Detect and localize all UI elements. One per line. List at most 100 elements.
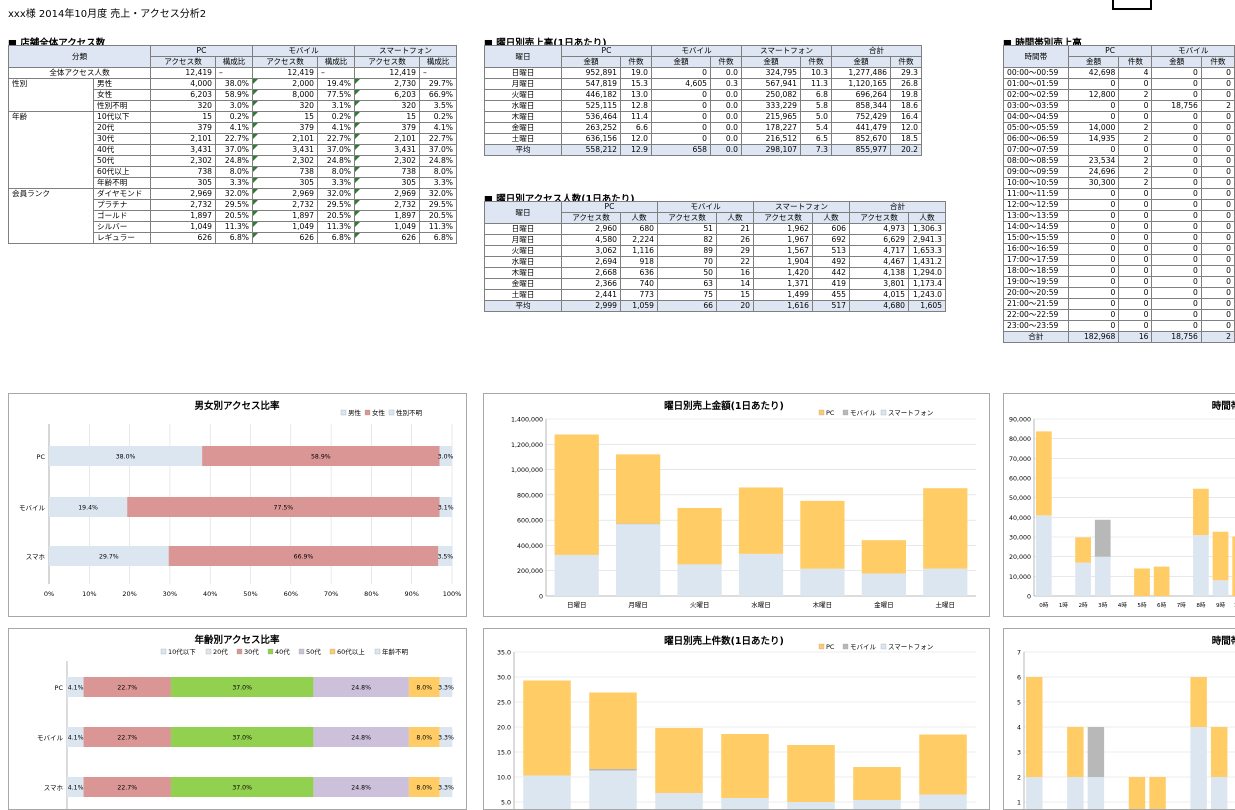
bar-segment bbox=[738, 487, 784, 554]
y-tick-label: 7 bbox=[1017, 650, 1021, 657]
table-cell: 0 bbox=[1200, 276, 1235, 288]
table-cell: 16 bbox=[716, 267, 754, 279]
bar-segment bbox=[67, 777, 84, 797]
x-category-label: 木曜日 bbox=[813, 600, 833, 609]
header-access: アクセス数 bbox=[252, 56, 318, 68]
table-cell: 0 bbox=[1151, 320, 1202, 332]
table-row: 性別 男性 4,000 38.0% 2,000 19.4% 2,730 29.7% bbox=[8, 78, 457, 112]
table-cell: 0.0 bbox=[710, 122, 742, 134]
table-cell: 1,173.4 bbox=[908, 278, 946, 290]
bar-segment bbox=[1210, 777, 1228, 809]
legend-label: 50代 bbox=[306, 647, 321, 656]
header-h_total: 合計 bbox=[831, 45, 922, 57]
bar-segment bbox=[1153, 566, 1170, 596]
table-row: 火曜日 446,182 13.0 0 0.0 250,082 6.8 696,264 19.8 bbox=[484, 89, 922, 101]
bar-segment bbox=[408, 777, 440, 797]
bar-segment bbox=[589, 692, 637, 769]
header-h_people: 人数 bbox=[620, 212, 658, 224]
time-label: 00:00～00:59 bbox=[1003, 67, 1069, 79]
table-cell: 0 bbox=[1151, 298, 1202, 310]
y-tick-label: 1,000,000 bbox=[511, 467, 543, 474]
header-pc: PC bbox=[1067, 45, 1153, 57]
table-cell: 3.0% bbox=[215, 100, 253, 112]
table-cell: 24.8% bbox=[419, 155, 457, 167]
table-cell: 320 bbox=[252, 100, 318, 112]
table-cell: 2,732 bbox=[354, 199, 420, 211]
table-cell: 1,967 bbox=[753, 234, 813, 246]
gender-chart-panel[interactable]: 男女別アクセス比率 男性 女性 性別不明 0% 10% 20% 30% 40% 50% 60% 70%… bbox=[8, 393, 467, 617]
bar-segment bbox=[1134, 568, 1150, 596]
header-h_amount: 金額 bbox=[651, 56, 711, 68]
table-cell: 1,567 bbox=[753, 245, 813, 257]
y-category-label: スマホ bbox=[44, 784, 64, 792]
table-cell: 12.0 bbox=[890, 122, 922, 134]
x-category-label: 6時 bbox=[1157, 601, 1167, 609]
table-cell: 0 bbox=[1200, 232, 1235, 244]
avg-cell: 855,977 bbox=[831, 144, 891, 156]
bar-segment bbox=[1075, 562, 1091, 596]
table-cell: 0 bbox=[1118, 221, 1153, 233]
bar-segment bbox=[738, 553, 784, 596]
header-h_access: アクセス数 bbox=[849, 212, 909, 224]
bar-segment bbox=[523, 775, 571, 809]
table-cell: 2,366 bbox=[561, 278, 621, 290]
bar-segment bbox=[439, 497, 452, 517]
data-label: 29.7% bbox=[99, 554, 119, 561]
data-label: 19.4% bbox=[78, 505, 98, 512]
y-tick-label: 200,000 bbox=[517, 568, 543, 575]
avg-cell: 0.0 bbox=[710, 144, 742, 156]
x-tick-label: 70% bbox=[324, 590, 338, 598]
table-cell: 18.5 bbox=[890, 133, 922, 145]
table-cell: 0 bbox=[1151, 199, 1202, 211]
bar-segment bbox=[1026, 677, 1043, 777]
table-cell: 0.2% bbox=[419, 111, 457, 123]
table-cell: 3.3% bbox=[317, 177, 355, 189]
table-row: 木曜日 2,668 636 50 16 1,420 442 4,138 1,294.0 bbox=[484, 267, 946, 279]
table-cell: 0.2% bbox=[317, 111, 355, 123]
time-label: 02:00～02:59 bbox=[1003, 89, 1069, 101]
table-cell: 0 bbox=[651, 111, 711, 123]
avg-cell: 558,212 bbox=[561, 144, 621, 156]
time-label: 04:00～04:59 bbox=[1003, 111, 1069, 123]
table-cell: 0 bbox=[1151, 254, 1202, 266]
table-cell: 1,277,486 bbox=[831, 67, 891, 79]
y-tick-label: 10,000 bbox=[1009, 574, 1031, 581]
table-cell: 320 bbox=[354, 100, 420, 112]
table-row: 03:00～03:59 0 0 18,756 2 bbox=[1003, 100, 1235, 112]
table-row: 土曜日 2,441 773 75 15 1,499 455 4,015 1,243.0 bbox=[484, 289, 946, 301]
y-tick-label: 5.0 bbox=[501, 800, 511, 807]
table-row: 月曜日 4,580 2,224 82 26 1,967 692 6,629 2,941.3 bbox=[484, 234, 946, 246]
table-cell: 29.5% bbox=[419, 199, 457, 211]
table-row: 12:00～12:59 0 0 0 0 bbox=[1003, 199, 1235, 211]
legend-swatch bbox=[329, 648, 336, 655]
table-cell: 0 bbox=[1151, 309, 1202, 321]
table-cell: 692 bbox=[812, 234, 850, 246]
group-label: 性別 bbox=[8, 78, 94, 112]
avg-cell: 20.2 bbox=[890, 144, 922, 156]
age-chart-panel[interactable]: 年齢別アクセス比率 10代以下 20代 30代 40代 50代 60代以上 年齢不明 PC 4.1… bbox=[8, 628, 467, 810]
time-label: 14:00～14:59 bbox=[1003, 221, 1069, 233]
avg-cell: 1,605 bbox=[908, 300, 946, 312]
x-tick-label: 80% bbox=[364, 590, 378, 598]
data-label: 8.0% bbox=[416, 685, 432, 692]
legend-swatch bbox=[160, 648, 167, 655]
table-cell: 0 bbox=[1067, 188, 1120, 200]
table-row: 土曜日 636,156 12.0 0 0.0 216,512 6.5 852,670 18.5 bbox=[484, 133, 922, 145]
avg-cell: 298,107 bbox=[741, 144, 801, 156]
table-cell: 0 bbox=[1118, 210, 1153, 222]
table-cell: 0 bbox=[1151, 67, 1202, 79]
weekday-count-chart-panel[interactable]: 曜日別売上件数(1日あたり)PCモバイルスマートフォン0.05.010.015.… bbox=[483, 628, 990, 810]
table-cell: 6.8 bbox=[800, 89, 832, 101]
avg-cell: 20 bbox=[716, 300, 754, 312]
selection-box[interactable] bbox=[1112, 0, 1152, 10]
chart-title: 男女別アクセス比率 bbox=[194, 400, 280, 412]
weekday-amount-chart-panel[interactable]: 曜日別売上金額(1日あたり) PC モバイル スマートフォン 0 200,000 400,0… bbox=[483, 393, 990, 617]
data-label: 24.8% bbox=[351, 785, 371, 792]
day-label: 月曜日 bbox=[484, 78, 562, 90]
table-cell: 2,969 bbox=[354, 188, 420, 200]
hourly-count-chart-panel[interactable]: 時間帯01234567 bbox=[1003, 628, 1235, 810]
data-label: 22.7% bbox=[117, 735, 137, 742]
table-row: 平均 2,999 1,059 66 20 1,616 517 4,680 1,605 bbox=[484, 300, 946, 312]
legend-swatch bbox=[267, 648, 274, 655]
hourly-amount-chart-panel[interactable]: 時間帯 0 10,000 20,000 30,000 40,000 50,000 60,000… bbox=[1003, 393, 1235, 617]
